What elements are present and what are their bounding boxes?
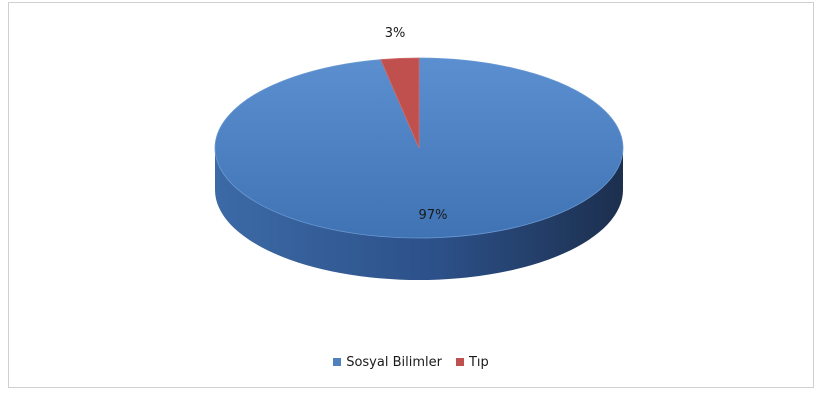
legend-label-sosyal-bilimler: Sosyal Bilimler [346, 354, 442, 370]
legend: Sosyal Bilimler Tıp [0, 352, 822, 372]
legend-item-sosyal-bilimler: Sosyal Bilimler [333, 355, 442, 370]
legend-item-tip: Tıp [455, 354, 489, 370]
data-label-sosyal-bilimler: 97% [419, 208, 448, 223]
legend-label-tip: Tıp [468, 354, 489, 370]
slice-tip [380, 57, 420, 149]
data-label-tip: 3% [385, 26, 406, 41]
legend-swatch-tip [455, 358, 464, 366]
slice-side-0 [215, 148, 623, 280]
legend-swatch-sosyal-bilimler [333, 358, 342, 366]
